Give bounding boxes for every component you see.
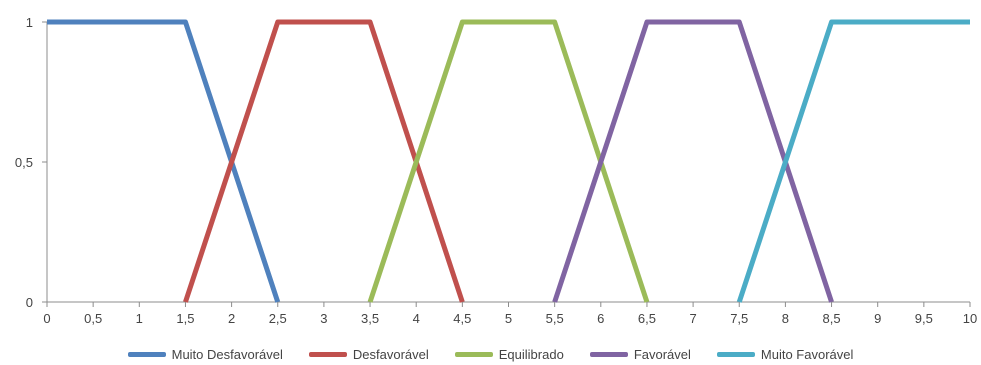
legend-item: Favorável [589, 346, 691, 362]
x-tick-label: 8,5 [823, 311, 841, 326]
legend-label: Favorável [633, 346, 691, 362]
legend-swatch [127, 351, 166, 357]
x-tick-label: 7 [689, 311, 696, 326]
x-tick-label: 5 [505, 311, 512, 326]
x-tick-label: 10 [963, 311, 977, 326]
series-line-equilibrado [367, 19, 650, 303]
series-line-favor-vel [552, 19, 834, 303]
series-layer [47, 19, 970, 303]
x-tick-label: 3 [320, 311, 327, 326]
series-line-muito-desfavor-vel [47, 19, 281, 303]
x-tick-label: 3,5 [361, 311, 379, 326]
x-tick-label: 2 [228, 311, 235, 326]
legend-label: Muito Desfavorável [171, 346, 283, 362]
x-tick-label: 0,5 [84, 311, 102, 326]
x-tick-label: 1,5 [176, 311, 194, 326]
series-line-desfavor-vel [183, 19, 465, 303]
y-tick-label: 0,5 [15, 155, 33, 170]
legend: Muito Desfavorável Desfavorável Equilibrad… [0, 343, 981, 365]
x-tick-label: 1 [136, 311, 143, 326]
x-tick-label: 8 [782, 311, 789, 326]
axes [42, 21, 971, 307]
legend-label: Equilibrado [498, 346, 564, 362]
legend-swatch [454, 351, 493, 357]
x-tick-label: 4,5 [453, 311, 471, 326]
x-tick-label: 0 [43, 311, 50, 326]
x-tick-label: 2,5 [269, 311, 287, 326]
legend-label: Desfavorável [352, 346, 429, 362]
series-line-muito-favor-vel [736, 19, 970, 303]
legend-item: Muito Favorável [716, 346, 854, 362]
legend-swatch [589, 351, 628, 357]
y-tick-label: 0 [26, 295, 33, 310]
x-tick-label: 9,5 [915, 311, 933, 326]
legend-item: Equilibrado [454, 346, 564, 362]
x-tick-label: 6,5 [638, 311, 656, 326]
tick-labels: 0 0,5 1 1,5 2 2,5 3 3,5 4 4,5 5 5,5 6 6,5 7 7,5 8 8,5 9 9,5… [15, 15, 977, 326]
legend-label: Muito Favorável [760, 346, 854, 362]
legend-item: Desfavorável [308, 346, 429, 362]
fuzzy-membership-chart: 0 0,5 1 1,5 2 2,5 3 3,5 4 4,5 5 5,5 6 6,5 7 7,5 8 8,5 9 9,5… [15, 15, 977, 326]
y-tick-label: 1 [26, 15, 33, 30]
x-tick-label: 5,5 [546, 311, 564, 326]
x-tick-label: 9 [874, 311, 881, 326]
legend-item: Muito Desfavorável [127, 346, 283, 362]
x-tick-label: 7,5 [730, 311, 748, 326]
x-tick-label: 4 [413, 311, 420, 326]
legend-swatch [308, 351, 347, 357]
x-tick-label: 6 [597, 311, 604, 326]
legend-swatch [716, 351, 755, 357]
